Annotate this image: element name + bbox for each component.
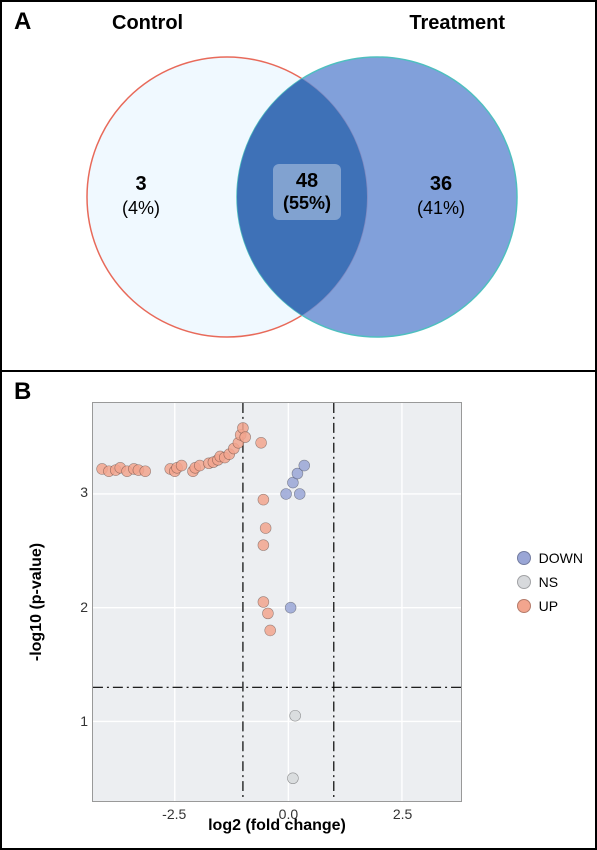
x-tick-label: 0.0 bbox=[273, 806, 303, 822]
venn-right-title: Treatment bbox=[409, 12, 505, 35]
y-axis-title: -log10 (p-value) bbox=[27, 402, 47, 802]
legend-item-down: DOWN bbox=[517, 550, 583, 566]
legend-item-up: UP bbox=[517, 598, 583, 614]
y-tick-label: 3 bbox=[70, 484, 88, 500]
venn-right-pct: (41%) bbox=[417, 197, 465, 220]
legend-dot-down bbox=[517, 551, 531, 565]
legend-dot-up bbox=[517, 599, 531, 613]
x-tick-label: 2.5 bbox=[388, 806, 418, 822]
venn-int-pct: (55%) bbox=[283, 193, 331, 214]
legend-item-ns: NS bbox=[517, 574, 583, 590]
venn-left-title: Control bbox=[112, 12, 183, 35]
y-tick-label: 1 bbox=[70, 713, 88, 729]
legend-label-down: DOWN bbox=[539, 550, 583, 566]
panel-b: B -log10 (p-value) log2 (fold change) DO… bbox=[2, 372, 595, 848]
venn-int-n: 48 bbox=[283, 170, 331, 193]
volcano-plot bbox=[92, 402, 462, 802]
venn-left-pct: (4%) bbox=[122, 197, 160, 220]
venn-left-n: 3 bbox=[122, 172, 160, 197]
panel-a-label: A bbox=[14, 8, 31, 36]
figure: A Control Treatment 3 (4%) 48 (55%) 36 (… bbox=[0, 0, 597, 850]
venn-left-count: 3 (4%) bbox=[122, 172, 160, 220]
legend-label-up: UP bbox=[539, 598, 558, 614]
legend-dot-ns bbox=[517, 575, 531, 589]
legend: DOWN NS UP bbox=[517, 542, 583, 622]
y-tick-label: 2 bbox=[70, 599, 88, 615]
venn-right-n: 36 bbox=[417, 172, 465, 197]
panel-a: A Control Treatment 3 (4%) 48 (55%) 36 (… bbox=[2, 2, 595, 372]
venn-right-count: 36 (41%) bbox=[417, 172, 465, 220]
venn-intersection-count: 48 (55%) bbox=[273, 164, 341, 220]
x-tick-label: -2.5 bbox=[159, 806, 189, 822]
legend-label-ns: NS bbox=[539, 574, 558, 590]
